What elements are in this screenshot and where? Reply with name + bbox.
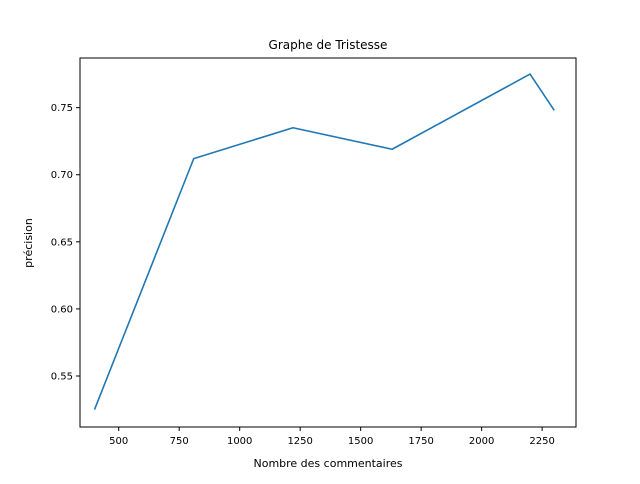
x-tick-label: 1750 [408, 436, 433, 447]
x-tick-label: 1250 [287, 436, 312, 447]
y-tick-label: 0.55 [51, 372, 73, 383]
x-axis-ticks: 500 750 1000 1250 1500 1750 2000 2250 [109, 427, 555, 447]
y-axis-ticks: 0.55 0.60 0.65 0.70 0.75 [51, 103, 80, 383]
series-line-0 [93, 73, 555, 410]
y-tick-label: 0.65 [51, 237, 73, 248]
y-axis-label: précision [22, 218, 35, 268]
plot-frame [79, 57, 577, 428]
x-tick-label: 750 [170, 436, 189, 447]
y-tick-label: 0.75 [51, 103, 73, 114]
y-tick-label: 0.70 [51, 170, 73, 181]
x-tick-label: 1500 [348, 436, 373, 447]
x-tick-label: 1000 [227, 436, 252, 447]
x-axis-label: Nombre des commentaires [253, 457, 402, 470]
x-tick-label: 2250 [529, 436, 554, 447]
x-tick-label: 500 [109, 436, 128, 447]
x-tick-label: 2000 [469, 436, 494, 447]
chart-title: Graphe de Tristesse [269, 38, 388, 52]
plot-area [93, 73, 555, 410]
y-tick-label: 0.60 [51, 304, 73, 315]
